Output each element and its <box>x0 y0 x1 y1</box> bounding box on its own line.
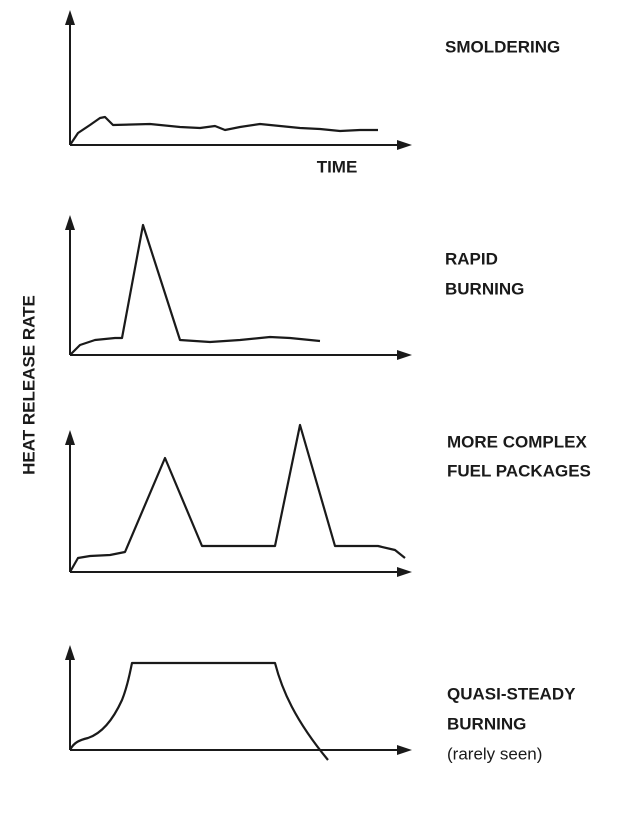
panel-label: RAPID <box>445 249 498 268</box>
panel-label: QUASI-STEADY <box>447 684 576 703</box>
panel-note: (rarely seen) <box>447 744 542 763</box>
panel-complex: MORE COMPLEX FUEL PACKAGES <box>65 423 591 577</box>
panel-label: BURNING <box>445 279 524 298</box>
panel-steady: QUASI-STEADY BURNING (rarely seen) <box>65 645 576 763</box>
arrow-head <box>65 215 75 230</box>
arrow-head <box>397 745 412 755</box>
arrow-head <box>65 430 75 445</box>
panel-smoldering: TIME SMOLDERING <box>65 10 560 176</box>
x-axis-label: TIME <box>317 157 358 176</box>
panel-rapid: RAPID BURNING <box>65 215 524 360</box>
arrow-head <box>65 10 75 25</box>
curve <box>69 661 329 761</box>
panel-label: MORE COMPLEX <box>447 432 587 451</box>
panel-label: SMOLDERING <box>445 37 560 56</box>
panel-label: FUEL PACKAGES <box>447 461 591 480</box>
arrow-head <box>397 350 412 360</box>
panel-label: BURNING <box>447 714 526 733</box>
arrow-head <box>397 567 412 577</box>
arrow-head <box>397 140 412 150</box>
y-axis-label: HEAT RELEASE RATE <box>19 295 38 475</box>
curve <box>69 423 406 573</box>
curve <box>69 223 321 356</box>
arrow-head <box>65 645 75 660</box>
curve <box>69 115 378 146</box>
